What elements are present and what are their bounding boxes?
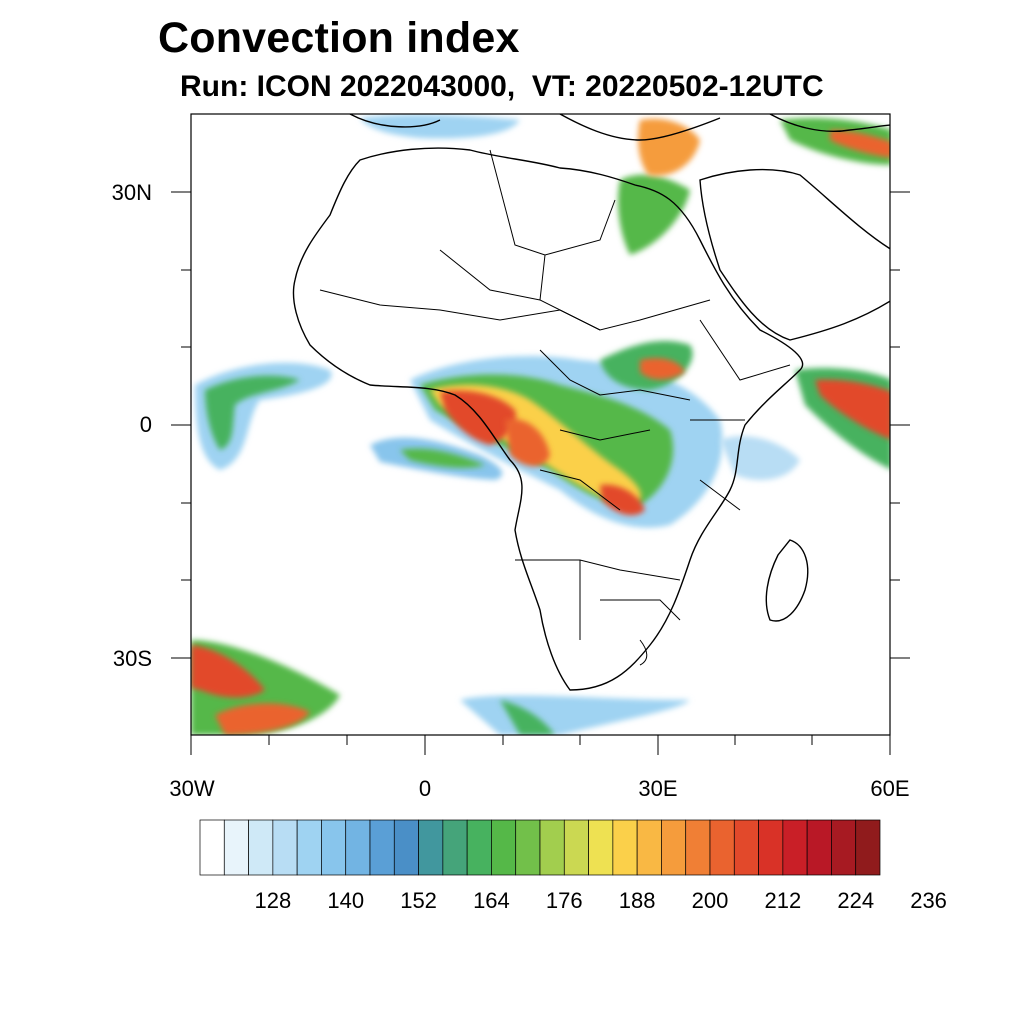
colorbar-swatch (806, 819, 832, 876)
colorbar-tick-label: 140 (327, 888, 365, 913)
convection-guinea-green (400, 448, 485, 468)
colorbar-tick-label: 128 (254, 888, 292, 913)
convection-drc-red (600, 484, 645, 516)
lon-label-30w: 30W (169, 776, 215, 801)
lat-label-30s: 30S (112, 646, 152, 671)
convection-southwest-red2 (215, 703, 310, 735)
colorbar-swatch (272, 819, 298, 876)
colorbar-swatch (539, 819, 565, 876)
convection-persia-red (830, 130, 890, 158)
colorbar-swatch (199, 819, 225, 876)
border-north-africa (439, 149, 616, 331)
country-borders (319, 149, 791, 666)
colorbar-tick-label: 164 (473, 888, 510, 913)
colorbar-swatch (515, 819, 541, 876)
convection-southwest-red (191, 645, 265, 698)
colorbar-swatch (296, 819, 322, 876)
chart-title: Convection index (158, 14, 520, 62)
colorbar-tick-label: 212 (764, 888, 802, 913)
colorbar-swatch (782, 819, 808, 876)
border-sahel (319, 289, 711, 331)
colorbar-swatch (661, 819, 687, 876)
europe-outline (349, 114, 890, 141)
colorbar-tick-label: 224 (837, 888, 875, 913)
convection-congo-red (505, 419, 550, 467)
colorbar-tick-label: 200 (691, 888, 729, 913)
colorbar-swatch (466, 819, 492, 876)
colorbar-swatch (636, 819, 662, 876)
colorbar-swatch (248, 819, 274, 876)
colorbar-tick-label: 152 (400, 888, 437, 913)
colorbar-swatch (393, 819, 419, 876)
colorbar-swatch (442, 819, 468, 876)
madagascar-outline (765, 539, 809, 622)
convection-south-band (460, 695, 690, 735)
convection-ethiopia-red (640, 358, 685, 380)
colorbar-tick-label: 188 (618, 888, 656, 913)
colorbar-swatch (223, 819, 249, 876)
colorbar-swatch (345, 819, 371, 876)
colorbar-swatch (685, 819, 711, 876)
colorbar-swatch (709, 819, 735, 876)
coastlines (292, 114, 890, 691)
convection-arabian-sea-red (815, 379, 890, 440)
convection-mediterranean (638, 118, 700, 176)
map-ticks (171, 191, 910, 755)
border-east (690, 319, 791, 511)
lat-label-0: 0 (139, 412, 152, 437)
convection-central-africa-red (440, 390, 516, 445)
lon-label-60e: 60E (870, 776, 910, 801)
colorbar-swatch (491, 819, 517, 876)
arabia-outline (699, 168, 890, 341)
colorbar-swatch (612, 819, 638, 876)
colorbar-tick-label: 176 (545, 888, 583, 913)
lon-label-0: 0 (418, 776, 432, 801)
colorbar-swatch (733, 819, 759, 876)
convection-field (191, 114, 890, 735)
convection-atlantic-west-core (205, 375, 300, 450)
colorbar-swatch (563, 819, 589, 876)
border-southern (515, 559, 681, 666)
colorbar-swatch (831, 819, 857, 876)
border-central (539, 349, 691, 511)
convection-south-band-green (500, 700, 555, 735)
convection-mozambique (720, 436, 800, 480)
chart-subtitle: Run: ICON 2022043000, VT: 20220502-12UTC (180, 70, 824, 103)
colorbar-tick-label: 236 (910, 888, 947, 913)
colorbar-swatch (758, 819, 784, 876)
colorbar-swatch (321, 819, 347, 876)
colorbar-swatch (369, 819, 395, 876)
convection-mediterranean-blue (360, 114, 520, 139)
colorbar-swatch (855, 819, 881, 876)
colorbar-swatch (588, 819, 614, 876)
lon-label-30e: 30E (638, 776, 678, 801)
colorbar-swatch (418, 819, 444, 876)
africa-outline (292, 147, 804, 691)
convection-egypt (618, 174, 690, 255)
colorbar (199, 819, 881, 876)
lat-label-30n: 30N (111, 180, 152, 205)
